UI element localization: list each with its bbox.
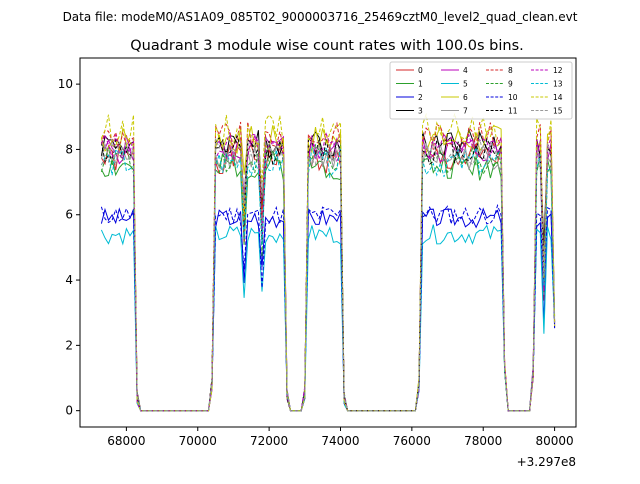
x-tick-label: 80000 xyxy=(535,434,573,448)
y-tick-label: 8 xyxy=(65,142,73,156)
legend-label-5: 5 xyxy=(463,80,468,89)
chart-suptitle: Data file: modeM0/AS1A09_085T02_90000037… xyxy=(63,10,578,24)
y-tick-label: 4 xyxy=(65,273,73,287)
legend-label-15: 15 xyxy=(553,107,563,116)
legend-label-9: 9 xyxy=(508,80,513,89)
legend-label-10: 10 xyxy=(508,93,518,102)
legend-label-8: 8 xyxy=(508,66,513,75)
legend-label-2: 2 xyxy=(418,93,423,102)
legend-label-1: 1 xyxy=(418,80,423,89)
axis-layer: 68000 70000 72000 74000 76000 78000 80000 0 2 4 6 8… xyxy=(58,77,574,448)
legend-label-3: 3 xyxy=(418,107,423,116)
legend-label-13: 13 xyxy=(553,80,563,89)
legend-label-6: 6 xyxy=(463,93,468,102)
y-tick-label: 0 xyxy=(65,404,73,418)
chart-title: Quadrant 3 module wise count rates with … xyxy=(130,38,524,54)
y-tick-label: 6 xyxy=(65,208,73,222)
legend-label-4: 4 xyxy=(463,66,468,75)
y-tick-label: 10 xyxy=(58,77,73,91)
x-tick-label: 70000 xyxy=(179,434,217,448)
legend-label-11: 11 xyxy=(508,107,518,116)
x-tick-label: 78000 xyxy=(464,434,502,448)
series-line-11 xyxy=(100,134,556,412)
legend-label-7: 7 xyxy=(463,107,468,116)
y-tick-label: 2 xyxy=(65,338,73,352)
plot-border xyxy=(79,57,577,428)
x-tick-label: 72000 xyxy=(250,434,288,448)
legend-label-14: 14 xyxy=(553,93,563,102)
x-tick-label: 74000 xyxy=(321,434,359,448)
x-tick-label: 76000 xyxy=(393,434,431,448)
x-tick-label: 68000 xyxy=(107,434,145,448)
series-line-15 xyxy=(100,138,556,412)
series-line-8 xyxy=(100,121,556,412)
legend-box xyxy=(389,61,573,120)
legend-label-12: 12 xyxy=(553,66,563,75)
x-offset-label: +3.297e8 xyxy=(517,455,576,469)
series-layer xyxy=(100,112,556,412)
legend-label-0: 0 xyxy=(418,66,423,75)
